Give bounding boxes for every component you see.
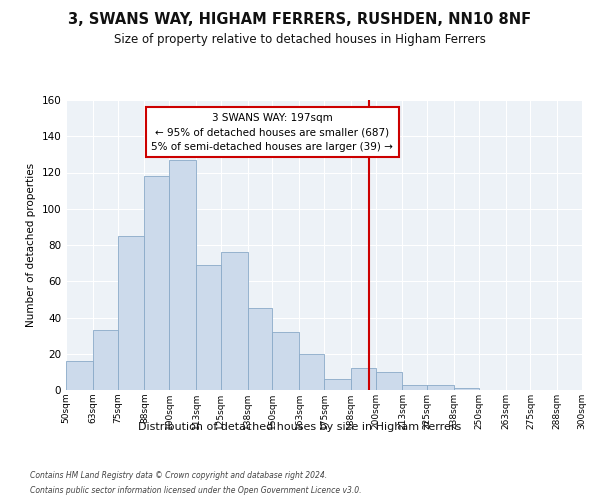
Text: Contains public sector information licensed under the Open Government Licence v3: Contains public sector information licen… [30, 486, 361, 495]
Bar [376, 372, 403, 390]
Bar [427, 384, 454, 390]
Bar [324, 379, 351, 390]
Bar [196, 265, 221, 390]
Text: Distribution of detached houses by size in Higham Ferrers: Distribution of detached houses by size … [139, 422, 461, 432]
Bar [403, 384, 427, 390]
Bar [145, 176, 169, 390]
Bar [93, 330, 118, 390]
Bar [221, 252, 248, 390]
Bar [454, 388, 479, 390]
Text: Size of property relative to detached houses in Higham Ferrers: Size of property relative to detached ho… [114, 32, 486, 46]
Bar [351, 368, 376, 390]
Bar [299, 354, 324, 390]
Text: Contains HM Land Registry data © Crown copyright and database right 2024.: Contains HM Land Registry data © Crown c… [30, 471, 327, 480]
Bar [169, 160, 196, 390]
Text: 3, SWANS WAY, HIGHAM FERRERS, RUSHDEN, NN10 8NF: 3, SWANS WAY, HIGHAM FERRERS, RUSHDEN, N… [68, 12, 532, 28]
Text: 3 SWANS WAY: 197sqm
← 95% of detached houses are smaller (687)
5% of semi-detach: 3 SWANS WAY: 197sqm ← 95% of detached ho… [151, 112, 394, 152]
Bar [248, 308, 272, 390]
Bar [272, 332, 299, 390]
Bar [66, 361, 93, 390]
Bar [118, 236, 145, 390]
Y-axis label: Number of detached properties: Number of detached properties [26, 163, 36, 327]
